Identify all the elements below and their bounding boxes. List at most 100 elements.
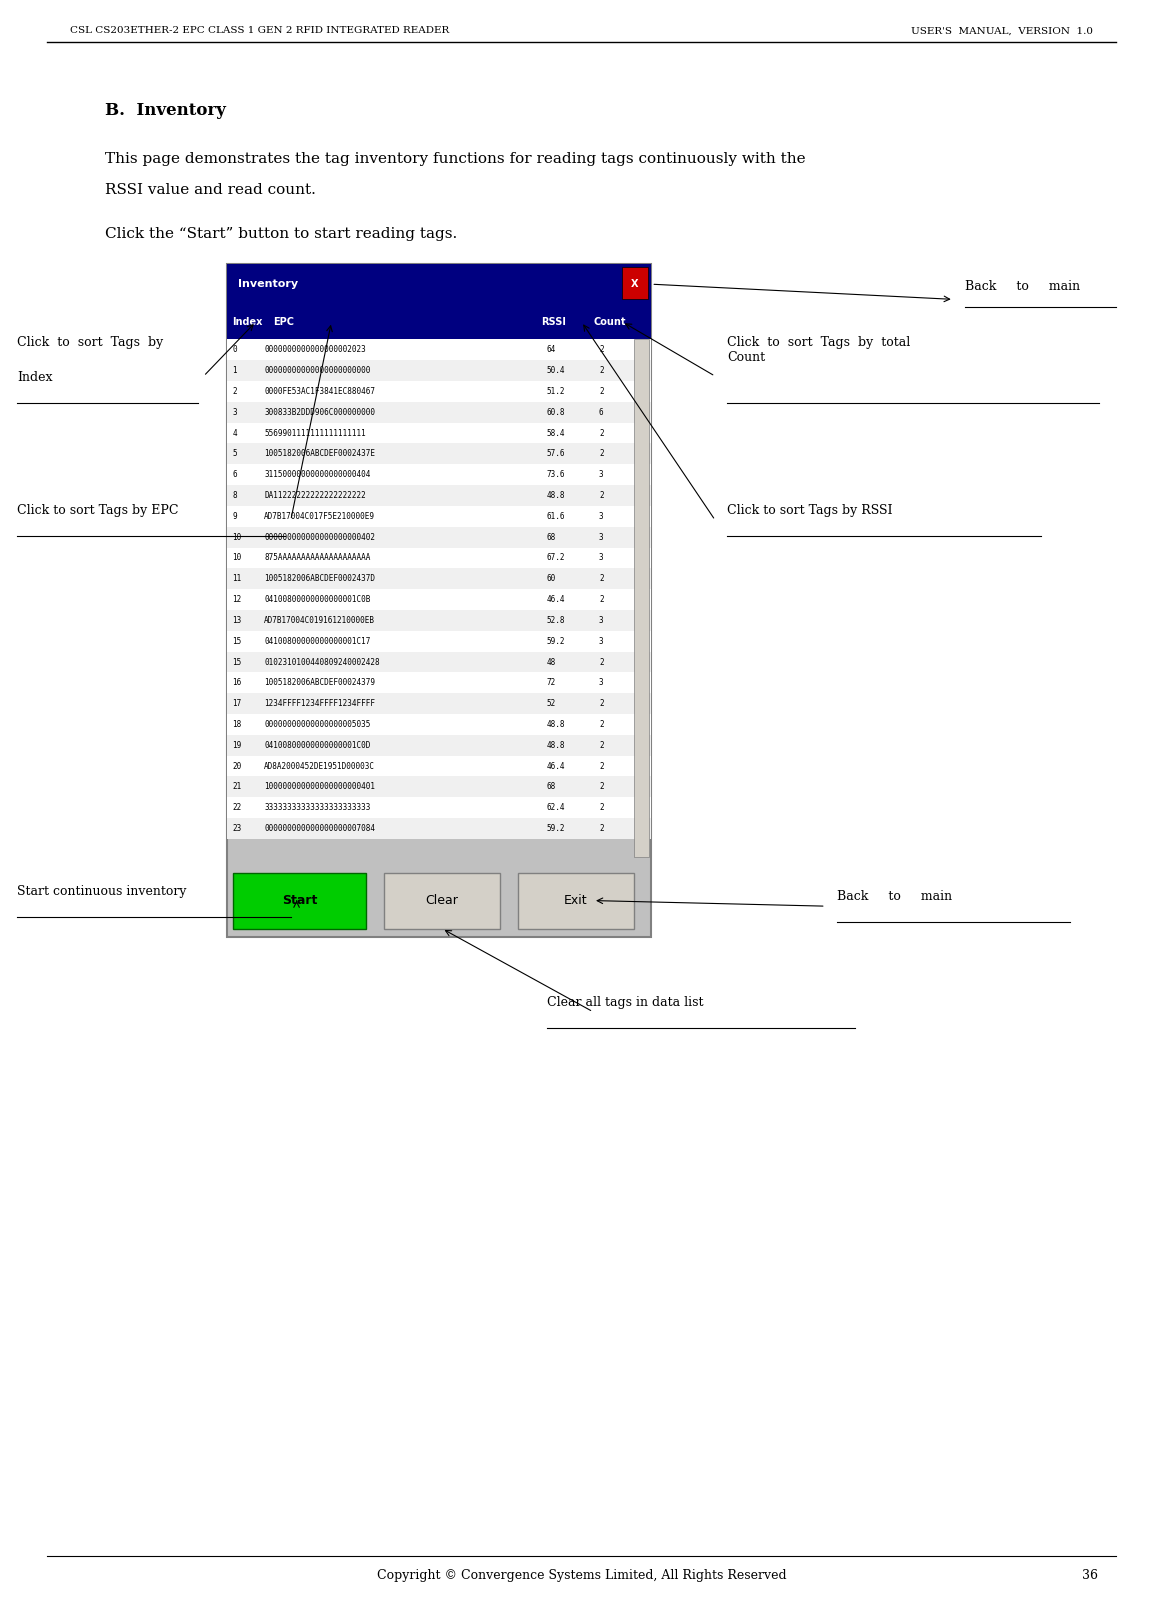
Text: 68: 68 (547, 783, 556, 791)
Text: 52: 52 (547, 700, 556, 708)
Text: 2: 2 (599, 429, 604, 437)
Text: 68: 68 (547, 533, 556, 541)
Text: 2: 2 (599, 700, 604, 708)
FancyBboxPatch shape (227, 443, 651, 464)
FancyBboxPatch shape (227, 610, 651, 631)
FancyBboxPatch shape (227, 264, 651, 304)
FancyBboxPatch shape (227, 527, 651, 548)
Text: 61.6: 61.6 (547, 512, 565, 520)
Text: 22: 22 (233, 804, 242, 812)
Text: 04100800000000000001C17: 04100800000000000001C17 (264, 637, 370, 645)
Text: 0102310100440809240002428: 0102310100440809240002428 (264, 658, 379, 666)
Text: 875AAAAAAAAAAAAAAAAAAAA: 875AAAAAAAAAAAAAAAAAAAA (264, 554, 370, 562)
Text: 000000000000000000000402: 000000000000000000000402 (264, 533, 374, 541)
Text: 2: 2 (233, 387, 237, 395)
Text: 0: 0 (233, 346, 237, 354)
Text: CSL CS203ETHER-2 EPC CLASS 1 GEN 2 RFID INTEGRATED READER: CSL CS203ETHER-2 EPC CLASS 1 GEN 2 RFID … (70, 26, 449, 35)
FancyBboxPatch shape (227, 672, 651, 693)
Text: Clear all tags in data list: Clear all tags in data list (547, 996, 704, 1009)
Text: 48: 48 (547, 658, 556, 666)
Text: 0000000000000000002023: 0000000000000000002023 (264, 346, 365, 354)
FancyBboxPatch shape (227, 485, 651, 506)
Text: 57.6: 57.6 (547, 450, 565, 458)
Text: B.  Inventory: B. Inventory (105, 102, 226, 120)
Text: 5: 5 (233, 450, 237, 458)
Text: 59.2: 59.2 (547, 637, 565, 645)
FancyBboxPatch shape (227, 304, 651, 339)
Text: 2: 2 (599, 741, 604, 749)
FancyBboxPatch shape (227, 797, 651, 818)
FancyBboxPatch shape (227, 402, 651, 423)
FancyBboxPatch shape (227, 381, 651, 402)
Text: USER'S  MANUAL,  VERSION  1.0: USER'S MANUAL, VERSION 1.0 (912, 26, 1093, 35)
Text: 73.6: 73.6 (547, 471, 565, 479)
Text: 3: 3 (599, 471, 604, 479)
FancyBboxPatch shape (227, 548, 651, 568)
Text: This page demonstrates the tag inventory functions for reading tags continuously: This page demonstrates the tag inventory… (105, 152, 805, 167)
Text: 36: 36 (1082, 1569, 1098, 1582)
Text: 4: 4 (233, 429, 237, 437)
Text: 64: 64 (547, 346, 556, 354)
FancyBboxPatch shape (227, 464, 651, 485)
Text: EPC: EPC (273, 317, 294, 327)
Text: 0000FE53AC1F3841EC880467: 0000FE53AC1F3841EC880467 (264, 387, 374, 395)
Text: AD7B17004C017F5E210000E9: AD7B17004C017F5E210000E9 (264, 512, 374, 520)
FancyBboxPatch shape (227, 776, 651, 797)
Text: 48.8: 48.8 (547, 492, 565, 500)
FancyBboxPatch shape (233, 873, 366, 929)
FancyBboxPatch shape (227, 756, 651, 776)
Text: DA11222222222222222222: DA11222222222222222222 (264, 492, 365, 500)
Text: 11: 11 (233, 575, 242, 583)
Text: 2: 2 (599, 783, 604, 791)
Text: 46.4: 46.4 (547, 762, 565, 770)
Text: AD8A2000452DE1951D00003C: AD8A2000452DE1951D00003C (264, 762, 374, 770)
Text: Count: Count (593, 317, 626, 327)
Text: 2: 2 (599, 387, 604, 395)
Text: 15: 15 (233, 637, 242, 645)
Text: 23: 23 (233, 825, 242, 833)
Text: 62.4: 62.4 (547, 804, 565, 812)
Text: Click to sort Tags by EPC: Click to sort Tags by EPC (17, 504, 179, 517)
FancyBboxPatch shape (227, 631, 651, 652)
Text: 20: 20 (233, 762, 242, 770)
Text: Exit: Exit (564, 893, 587, 908)
Text: Back     to     main: Back to main (837, 890, 952, 903)
Text: Click  to  sort  Tags  by  total
Count: Click to sort Tags by total Count (727, 336, 911, 363)
Text: 3: 3 (599, 533, 604, 541)
FancyBboxPatch shape (227, 568, 651, 589)
Text: 15: 15 (233, 658, 242, 666)
Text: Clear: Clear (426, 893, 458, 908)
Text: 67.2: 67.2 (547, 554, 565, 562)
FancyBboxPatch shape (227, 589, 651, 610)
FancyBboxPatch shape (227, 693, 651, 714)
Text: 48.8: 48.8 (547, 741, 565, 749)
Text: 1005182006ABCDEF0002437E: 1005182006ABCDEF0002437E (264, 450, 374, 458)
Text: 300833B2DDD906C000000000: 300833B2DDD906C000000000 (264, 408, 374, 416)
Text: 48.8: 48.8 (547, 720, 565, 728)
Text: 2: 2 (599, 825, 604, 833)
Text: 13: 13 (233, 616, 242, 624)
Text: 3: 3 (599, 512, 604, 520)
Text: 3: 3 (599, 637, 604, 645)
Text: 5569901111111111111111: 5569901111111111111111 (264, 429, 365, 437)
FancyBboxPatch shape (634, 339, 649, 857)
Text: 2: 2 (599, 575, 604, 583)
Text: 59.2: 59.2 (547, 825, 565, 833)
Text: 52.8: 52.8 (547, 616, 565, 624)
Text: 3: 3 (599, 554, 604, 562)
FancyBboxPatch shape (227, 339, 651, 360)
FancyBboxPatch shape (227, 818, 651, 839)
FancyBboxPatch shape (227, 652, 651, 672)
Text: 2: 2 (599, 346, 604, 354)
Text: 3: 3 (599, 679, 604, 687)
Text: 04100800000000000001C0B: 04100800000000000001C0B (264, 596, 370, 604)
Text: 100000000000000000000401: 100000000000000000000401 (264, 783, 374, 791)
Text: RSSI: RSSI (541, 317, 565, 327)
Text: Click to sort Tags by RSSI: Click to sort Tags by RSSI (727, 504, 892, 517)
FancyBboxPatch shape (622, 267, 648, 299)
Text: 2: 2 (599, 367, 604, 375)
Text: 18: 18 (233, 720, 242, 728)
Text: 10: 10 (233, 554, 242, 562)
Text: 3: 3 (233, 408, 237, 416)
Text: 2: 2 (599, 720, 604, 728)
